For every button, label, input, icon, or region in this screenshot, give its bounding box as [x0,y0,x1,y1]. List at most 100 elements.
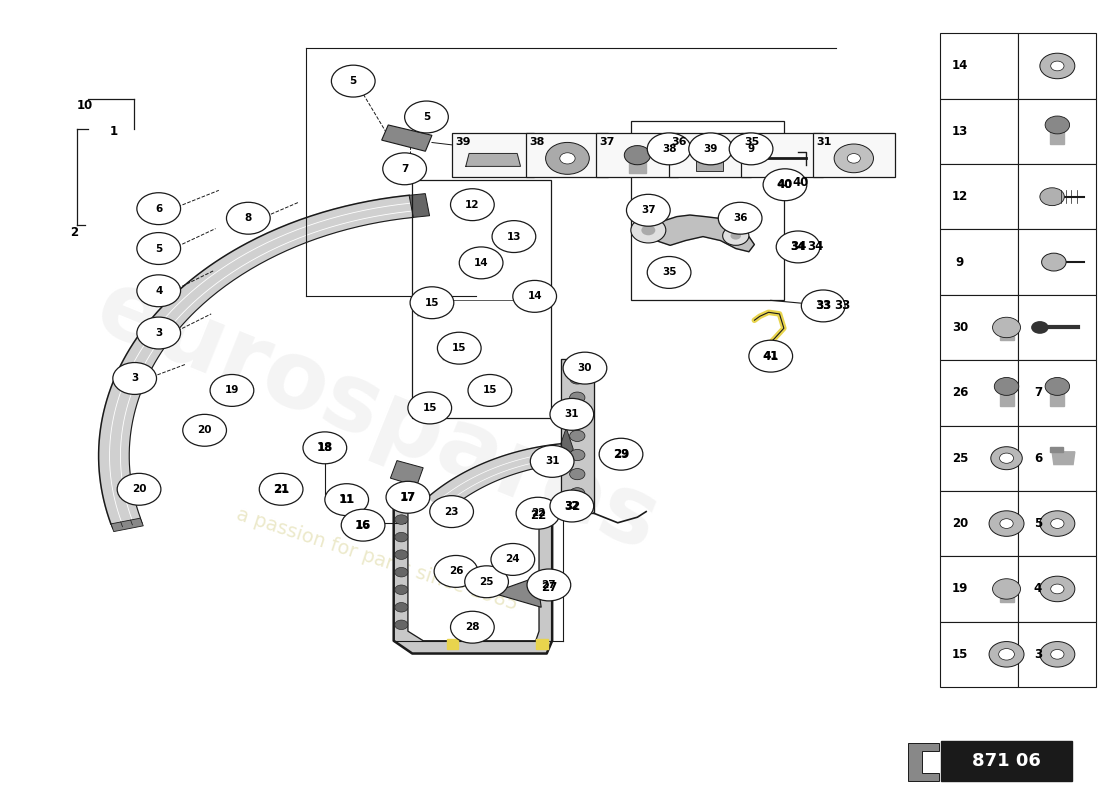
Bar [940,164,1019,230]
Bar [527,133,608,177]
Circle shape [136,275,180,306]
Circle shape [563,352,607,384]
Text: 10: 10 [76,98,92,111]
Circle shape [395,620,408,630]
Circle shape [183,414,227,446]
Text: 33: 33 [815,299,832,313]
Text: 34: 34 [790,241,806,254]
Polygon shape [1050,389,1065,406]
Text: 38: 38 [530,138,546,147]
Circle shape [118,474,161,506]
Bar [940,34,1019,98]
Circle shape [989,642,1024,667]
Circle shape [570,450,585,461]
Text: 1: 1 [110,125,118,138]
Circle shape [1042,253,1066,271]
Polygon shape [382,125,432,151]
Text: 35: 35 [744,138,759,147]
Circle shape [136,233,180,265]
Text: 40: 40 [778,180,792,190]
Text: 33: 33 [816,301,831,311]
Text: 11: 11 [339,493,355,506]
Bar [1019,491,1097,556]
Text: 32: 32 [563,499,580,513]
Circle shape [405,101,449,133]
Text: 35: 35 [662,267,676,278]
Circle shape [570,411,585,422]
Polygon shape [768,138,776,144]
Text: 12: 12 [952,190,968,203]
Circle shape [530,446,574,478]
Text: 15: 15 [422,403,437,413]
Text: 12: 12 [465,200,480,210]
Text: 23: 23 [444,506,459,517]
Text: 14: 14 [527,291,542,302]
Bar [452,133,535,177]
Circle shape [1050,584,1064,594]
Text: 32: 32 [564,501,579,511]
Polygon shape [909,743,939,781]
Circle shape [408,392,452,424]
Circle shape [434,555,477,587]
Circle shape [395,567,408,577]
Circle shape [999,649,1014,660]
Circle shape [729,133,773,165]
Polygon shape [99,195,414,524]
Circle shape [730,232,741,239]
Text: 29: 29 [613,448,629,461]
Circle shape [468,374,512,406]
Circle shape [801,290,845,322]
Circle shape [641,225,656,235]
Text: 3: 3 [131,374,139,383]
Text: 39: 39 [703,144,718,154]
Text: 40: 40 [793,176,808,190]
Text: 6: 6 [155,204,163,214]
Circle shape [570,488,585,499]
Bar [1019,98,1097,164]
Text: 4: 4 [155,286,163,296]
Circle shape [570,392,585,403]
Text: 13: 13 [952,125,968,138]
Text: 6: 6 [1034,452,1042,465]
Bar [740,133,823,177]
Text: 16: 16 [355,520,371,530]
Circle shape [723,226,749,246]
Circle shape [992,578,1021,599]
Text: 26: 26 [449,566,463,577]
Circle shape [227,202,271,234]
Circle shape [1050,650,1064,659]
Polygon shape [762,143,782,154]
Circle shape [324,484,369,515]
Circle shape [550,490,594,522]
Polygon shape [561,428,573,463]
Circle shape [847,154,860,163]
Text: 24: 24 [506,554,520,565]
Polygon shape [448,639,459,649]
Text: 871 06: 871 06 [972,752,1042,770]
Polygon shape [465,154,520,166]
Text: 2: 2 [70,226,78,239]
Polygon shape [492,577,541,607]
Text: 26: 26 [952,386,968,399]
Circle shape [560,153,575,164]
Text: 11: 11 [340,494,354,505]
Circle shape [749,340,793,372]
Circle shape [430,496,473,527]
Circle shape [992,318,1021,338]
Text: eurospares: eurospares [84,262,671,570]
Text: 9: 9 [748,144,755,154]
Bar [940,426,1019,491]
Bar [1019,556,1097,622]
Circle shape [451,611,494,643]
Polygon shape [1052,452,1075,465]
Text: 4: 4 [1034,582,1042,595]
Text: 17: 17 [399,490,416,504]
Circle shape [136,317,180,349]
Circle shape [513,281,557,312]
Circle shape [570,469,585,480]
Polygon shape [111,518,143,531]
Text: 15: 15 [483,386,497,395]
Circle shape [627,194,670,226]
Circle shape [550,398,594,430]
Text: 37: 37 [641,206,656,215]
